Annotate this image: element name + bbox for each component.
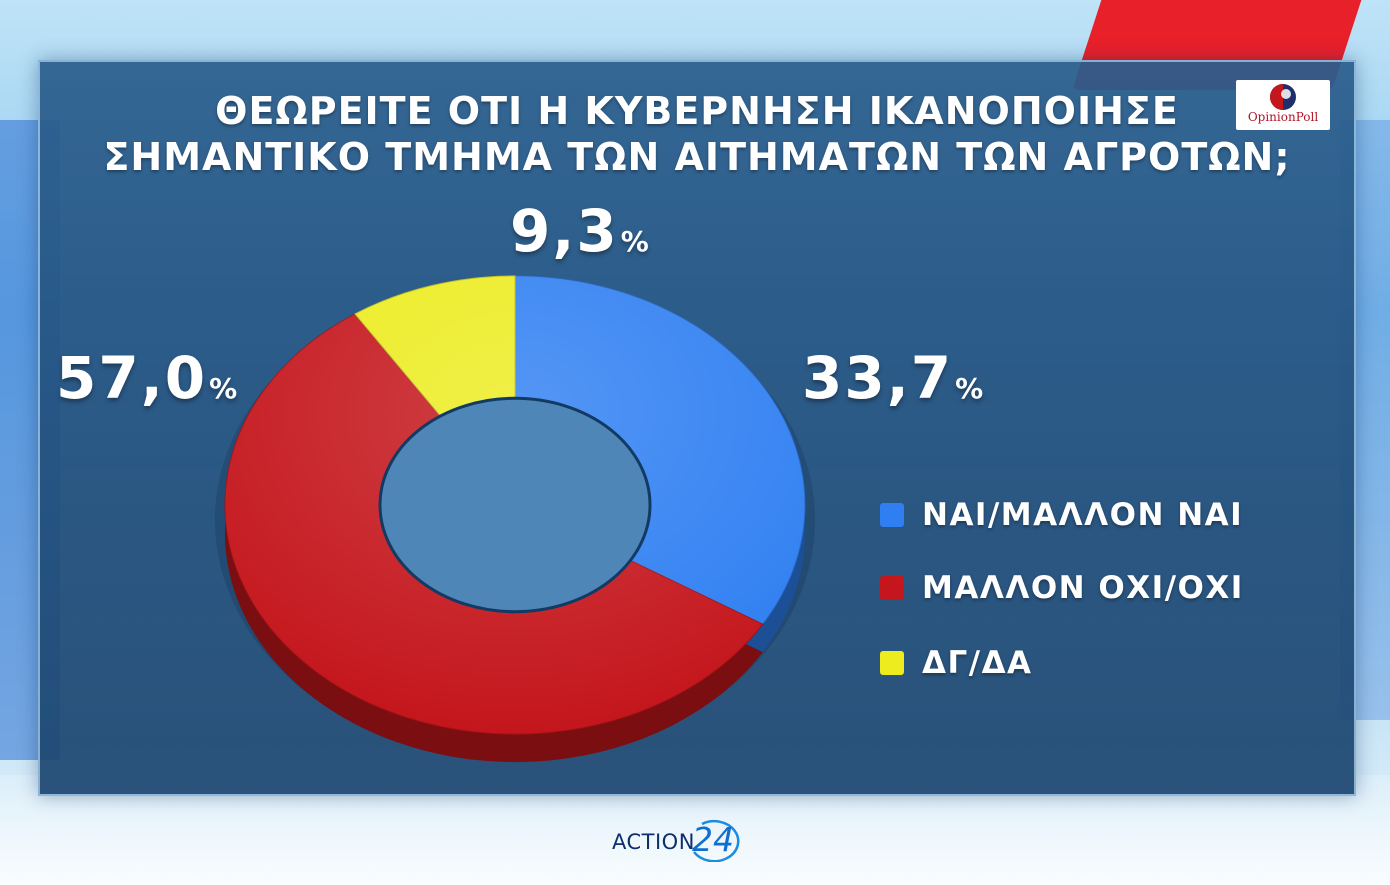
action24-logo-number: 24 [692,820,734,859]
donut-hole [378,396,652,614]
action24-logo-text: ACTION [612,830,695,854]
opinionpoll-logo: OpinionPoll [1236,80,1330,130]
legend-swatch-yes [880,503,904,527]
legend-swatch-no [880,576,904,600]
data-label-no: 57,0% [56,344,237,412]
data-label-yes: 33,7% [802,344,983,412]
data-label-dk: 9,3% [510,197,649,265]
chart-title-line-1: ΘΕΩΡΕΙΤΕ ΟΤΙ Η ΚΥΒΕΡΝΗΣΗ ΙΚΑΝΟΠΟΙΗΣΕ [215,89,1179,133]
legend-swatch-dk [880,651,904,675]
legend-item-dk: ΔΓ/ΔΑ [880,643,1300,683]
action24-swoosh-icon [693,819,740,862]
legend-label-no: ΜΑΛΛΟΝ ΟΧΙ/ΟΧΙ [922,570,1244,606]
data-label-dk-percent: % [620,225,649,258]
legend-item-no: ΜΑΛΛΟΝ ΟΧΙ/ΟΧΙ [880,568,1300,608]
chart-title: ΘΕΩΡΕΙΤΕ ΟΤΙ Η ΚΥΒΕΡΝΗΣΗ ΙΚΑΝΟΠΟΙΗΣΕ ΣΗΜ… [40,88,1354,180]
opinionpoll-circle-logo-icon [1270,84,1296,110]
data-label-yes-percent: % [955,372,984,405]
poll-panel: ΘΕΩΡΕΙΤΕ ΟΤΙ Η ΚΥΒΕΡΝΗΣΗ ΙΚΑΝΟΠΟΙΗΣΕ ΣΗΜ… [38,60,1356,796]
chart-title-line-2: ΣΗΜΑΝΤΙΚΟ ΤΜΗΜΑ ΤΩΝ ΑΙΤΗΜΑΤΩΝ ΤΩΝ ΑΓΡΟΤΩ… [103,135,1291,179]
data-label-yes-value: 33,7 [802,344,954,412]
opinionpoll-logo-text: OpinionPoll [1247,110,1319,124]
legend-label-yes: ΝΑΙ/ΜΑΛΛΟΝ ΝΑΙ [922,497,1244,533]
data-label-dk-value: 9,3 [510,197,619,265]
legend-label-dk: ΔΓ/ΔΑ [922,645,1033,681]
data-label-no-percent: % [209,372,238,405]
data-label-no-value: 57,0 [56,344,208,412]
legend-item-yes: ΝΑΙ/ΜΑΛΛΟΝ ΝΑΙ [880,495,1300,535]
